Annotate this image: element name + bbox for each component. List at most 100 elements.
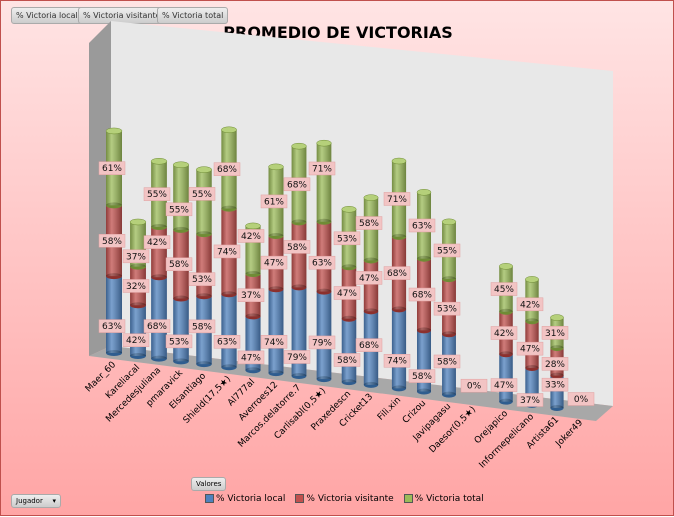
data-label-text: 68% bbox=[287, 180, 307, 190]
data-label-box bbox=[460, 378, 488, 393]
bar-top bbox=[268, 163, 284, 171]
data-label-text: 42% bbox=[494, 329, 514, 339]
data-label-text: 61% bbox=[264, 197, 284, 207]
data-label-text: 68% bbox=[217, 165, 237, 175]
data-label-box bbox=[283, 177, 311, 192]
data-label-text: 68% bbox=[412, 291, 432, 301]
data-label-box bbox=[122, 279, 150, 293]
data-label-text: 32% bbox=[126, 282, 146, 292]
bar-shading bbox=[268, 289, 284, 374]
data-label-text: 55% bbox=[147, 190, 167, 200]
data-label: 53% bbox=[333, 231, 361, 246]
data-label: 68% bbox=[355, 338, 383, 352]
data-label-text: 58% bbox=[437, 357, 457, 367]
category-label: Carlisabl(0,5★) bbox=[273, 386, 328, 441]
data-label-text: 45% bbox=[494, 285, 514, 295]
data-label-text: 37% bbox=[126, 252, 146, 262]
legend-label: % Victoria total bbox=[414, 494, 484, 504]
data-label: 55% bbox=[143, 187, 171, 201]
data-label-box bbox=[283, 350, 311, 364]
data-label: 58% bbox=[98, 234, 126, 248]
data-label: 58% bbox=[165, 257, 193, 271]
legend: % Victoria local % Victoria visitante % … bbox=[205, 494, 484, 504]
data-label-text: 33% bbox=[545, 381, 565, 391]
data-label: 47% bbox=[260, 255, 288, 270]
bar-shading bbox=[221, 294, 237, 368]
data-label-box bbox=[541, 377, 569, 392]
data-label-box bbox=[98, 161, 126, 175]
side-wall bbox=[89, 21, 111, 356]
data-label: 68% bbox=[408, 287, 436, 302]
data-label-text: 55% bbox=[169, 205, 189, 215]
data-label-box bbox=[188, 187, 216, 201]
legend-item-local: % Victoria local bbox=[205, 494, 285, 504]
data-label-text: 63% bbox=[102, 322, 122, 332]
data-label: 74% bbox=[260, 335, 288, 349]
data-label: 68% bbox=[383, 266, 411, 280]
data-label-box bbox=[333, 353, 361, 367]
data-label-box bbox=[308, 255, 336, 270]
bar-shading bbox=[151, 277, 167, 359]
data-label: 28% bbox=[541, 357, 569, 371]
data-label-text: 53% bbox=[169, 337, 189, 347]
bar-shading bbox=[341, 318, 357, 383]
data-label: 55% bbox=[433, 243, 461, 258]
data-label-text: 79% bbox=[287, 353, 307, 363]
chart-title: PROMEDIO DE VICTORIAS bbox=[223, 23, 453, 42]
data-label-box bbox=[188, 272, 216, 286]
data-label-text: 63% bbox=[312, 259, 332, 269]
data-label-text: 58% bbox=[359, 219, 379, 229]
data-label-text: 47% bbox=[264, 259, 284, 269]
data-label-text: 61% bbox=[102, 164, 122, 174]
data-label: 79% bbox=[283, 350, 311, 364]
data-label: 42% bbox=[122, 333, 150, 347]
chevron-down-icon: ▾ bbox=[52, 497, 56, 505]
data-label-text: 58% bbox=[192, 322, 212, 332]
bar-top bbox=[129, 218, 147, 226]
data-label-text: 47% bbox=[337, 289, 357, 299]
data-label-text: 53% bbox=[437, 305, 457, 315]
bar-shading bbox=[291, 222, 307, 288]
category-label: Fili.xin bbox=[376, 395, 403, 422]
data-label: 68% bbox=[283, 177, 311, 192]
field-button-total[interactable]: % Victoria total bbox=[157, 7, 229, 24]
data-label-box bbox=[516, 393, 544, 407]
data-label-text: 55% bbox=[437, 246, 457, 256]
data-label-box bbox=[308, 335, 336, 350]
data-label: 63% bbox=[213, 334, 241, 349]
bar-shading bbox=[391, 309, 407, 389]
bar-shading bbox=[196, 169, 212, 235]
data-label: 79% bbox=[308, 335, 336, 350]
data-label-text: 37% bbox=[241, 291, 261, 301]
data-label-box bbox=[237, 288, 265, 302]
data-label-box bbox=[355, 271, 383, 285]
data-label: 55% bbox=[188, 187, 216, 201]
legend-label: % Victoria visitante bbox=[306, 494, 394, 504]
bar-shading bbox=[316, 291, 332, 380]
data-label-box bbox=[516, 297, 544, 312]
jugador-filter-button[interactable]: Jugador ▾ bbox=[11, 494, 61, 508]
data-label-text: 42% bbox=[241, 232, 261, 242]
data-label-box bbox=[237, 350, 265, 365]
bar-top bbox=[391, 157, 407, 165]
bar-shading bbox=[130, 305, 146, 356]
data-label-box bbox=[237, 229, 265, 243]
data-label-text: 28% bbox=[545, 360, 565, 370]
data-label-text: 79% bbox=[312, 338, 332, 348]
data-label-text: 58% bbox=[337, 356, 357, 366]
data-label: 45% bbox=[490, 282, 518, 296]
data-label: 74% bbox=[383, 353, 411, 368]
bar-top bbox=[341, 206, 357, 213]
valores-button[interactable]: Valores bbox=[191, 477, 227, 491]
bar-top bbox=[172, 161, 190, 169]
data-label-text: 63% bbox=[217, 338, 237, 348]
data-label-box bbox=[433, 301, 461, 316]
bar-top bbox=[525, 276, 539, 283]
data-label-text: 53% bbox=[337, 234, 357, 244]
data-label: 0% bbox=[567, 392, 595, 406]
data-label-box bbox=[308, 161, 336, 176]
data-label-box bbox=[165, 334, 193, 349]
data-label: 53% bbox=[188, 272, 216, 286]
data-label-box bbox=[333, 231, 361, 246]
data-label: 42% bbox=[516, 297, 544, 312]
